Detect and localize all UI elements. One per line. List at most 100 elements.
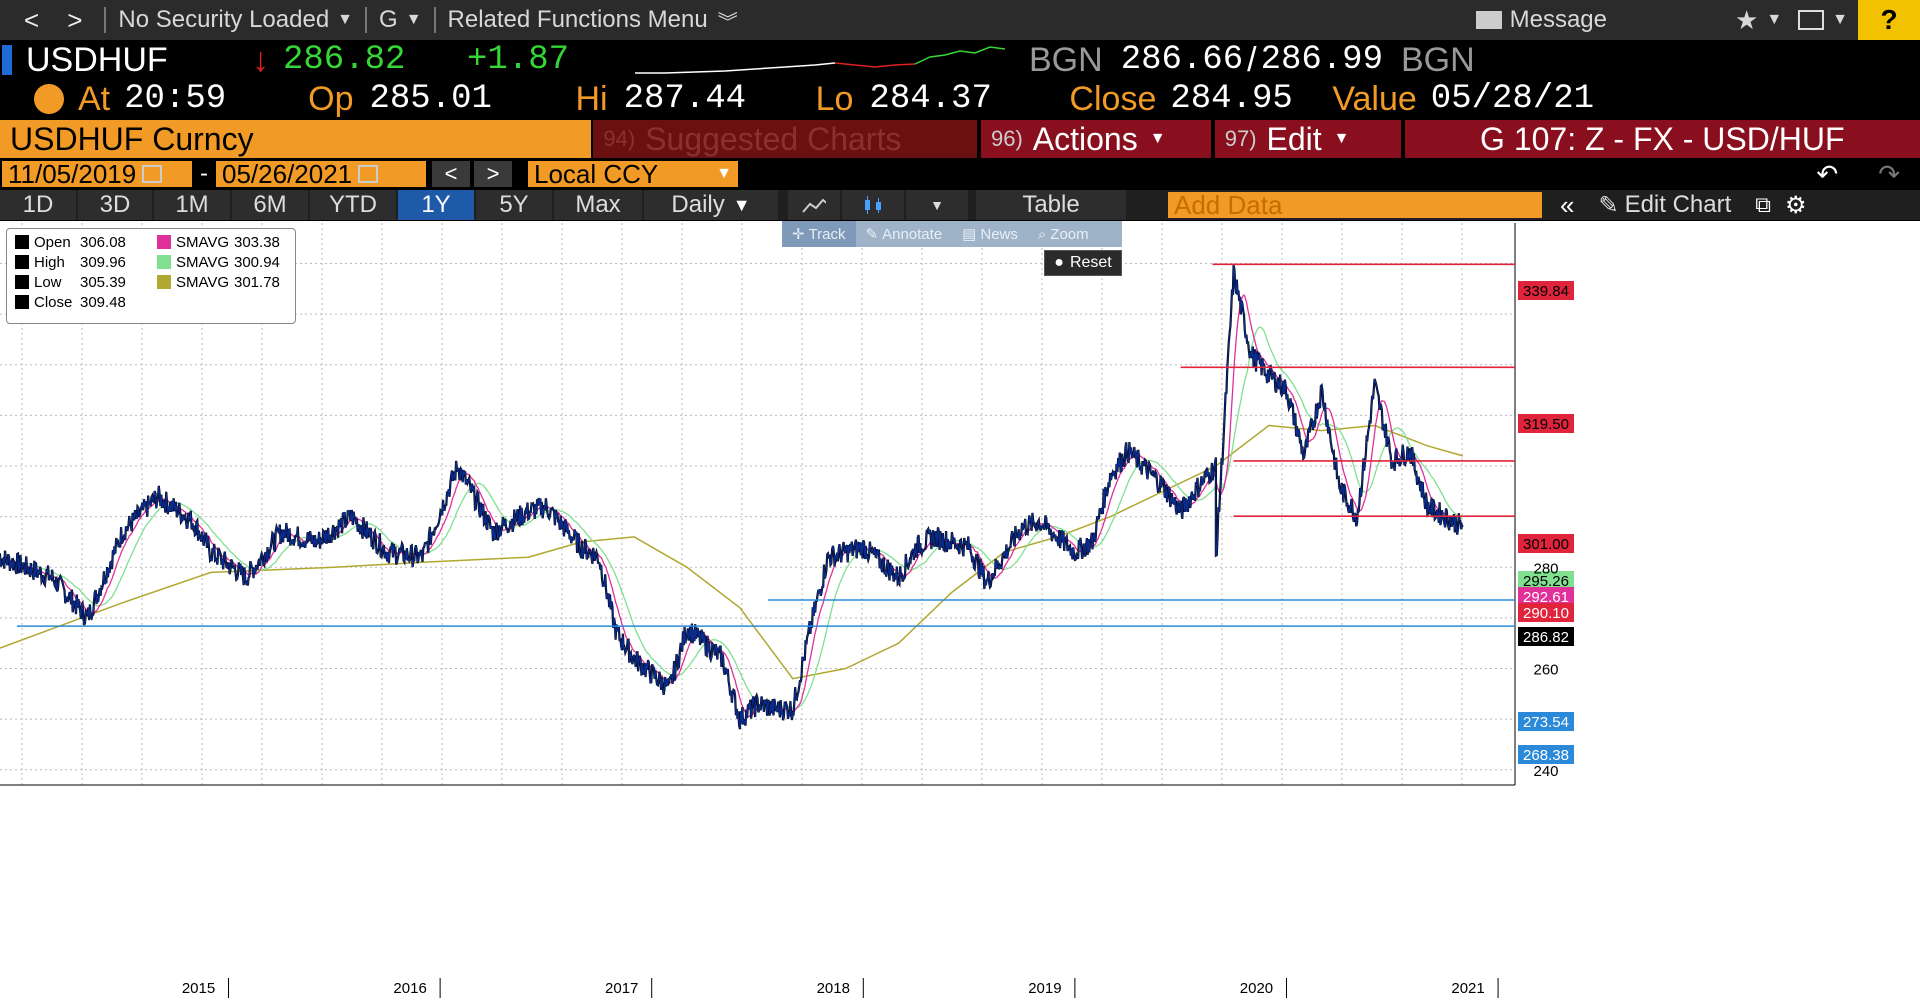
bid-ask-separator: / [1247,40,1257,79]
edit-number: 97) [1224,126,1257,151]
legend-label: High [34,253,65,271]
redo-icon[interactable]: ↷ [1878,158,1900,189]
open-price: 285.01 [369,80,492,118]
divider [365,7,368,33]
calendar-icon[interactable] [142,165,163,183]
price-tag [1518,534,1574,553]
swatch [15,275,29,289]
undo-icon[interactable]: ↶ [1816,158,1839,189]
ticker: USDHUF [26,40,168,79]
chart-id-field[interactable]: G 107: Z - FX - USD/HUF [1404,120,1920,158]
value-date: 05/28/21 [1430,80,1595,118]
track-tool[interactable]: ✛ Track [782,221,856,247]
nav-right: Message ★ ▼ ▼ ? [1475,0,1920,40]
open-label: Op [308,79,354,118]
pencil-icon: ✎ [1598,191,1619,219]
calendar-icon[interactable] [358,165,379,183]
reset-button[interactable]: ● Reset [1044,250,1122,276]
period-1y[interactable]: 1Y [398,190,474,220]
suggested-charts-button[interactable]: 94) Suggested Charts [593,120,977,158]
function-dropdown[interactable]: G ▼ [379,6,422,34]
chevron-down-icon: ▼ [732,194,751,215]
currency-dropdown[interactable]: Local CCY ▼ [528,159,738,189]
actions-button[interactable]: 96) Actions ▼ [980,120,1211,158]
period-1m[interactable]: 1M [154,190,230,220]
chevron-down-icon[interactable]: ▼ [1766,11,1783,28]
message-button[interactable]: Message [1475,6,1607,34]
legend-sma-mid: SMAVG 300.94 [157,253,280,271]
chevron-down-icon[interactable]: ▼ [1832,11,1848,28]
previous-period-button[interactable]: < [432,161,470,187]
price-line[interactable] [0,265,1464,730]
date-range-dash: - [200,160,208,187]
help-button[interactable]: ? [1858,0,1920,40]
gear-icon[interactable]: ⚙ [1785,191,1807,219]
end-date-field[interactable]: 05/26/2021 [216,158,426,189]
price-tag-label: 268.38 [1523,747,1569,764]
line-chart-type-button[interactable] [788,190,840,220]
period-ytd[interactable]: YTD [310,190,396,220]
security-dropdown[interactable]: No Security Loaded ▼ [118,6,353,34]
end-date-value: 05/26/2021 [222,158,353,189]
next-period-button[interactable]: > [474,161,512,187]
swatch [157,255,171,269]
date-range-row: 11/05/2019 - 05/26/2021 < > Local CCY ▼ … [0,158,1920,189]
price-tag-label: 301.00 [1523,536,1569,553]
y-tick-label: 240 [1533,763,1558,780]
chart-id-label: G 107: Z - FX - USD/HUF [1480,120,1845,157]
add-data-input[interactable]: Add Data [1168,190,1542,220]
candlestick-chart-type-button[interactable] [842,190,904,220]
value-label: Value [1332,79,1417,118]
news-icon: ▤ [962,226,977,243]
chevron-down-icon: ▼ [1149,130,1166,147]
quote-row-2: At 20:59 Op 285.01 Hi 287.44 Lo 284.37 C… [0,80,1920,118]
news-tool[interactable]: ▤ News [952,221,1028,247]
high-price: 287.44 [623,80,747,118]
favorite-star-icon[interactable]: ★ [1735,4,1759,35]
swatch [157,275,171,289]
period-6m[interactable]: 6M [232,190,308,220]
frequency-dropdown[interactable]: Daily ▼ [644,190,778,220]
forward-button[interactable]: > [67,4,83,35]
price-tag-label: 339.84 [1523,283,1569,300]
period-max[interactable]: Max [554,190,642,220]
window-icon[interactable] [1798,10,1825,30]
ticker-marker [2,45,12,75]
collapse-icon[interactable]: « [1560,189,1575,220]
period-5y[interactable]: 5Y [476,190,552,220]
x-tick-label: 2021 [1451,980,1484,997]
price-tag [1518,712,1574,731]
table-button[interactable]: Table [976,190,1126,220]
top-nav: < > No Security Loaded ▼ G ▼ Related Funct… [0,0,1920,40]
legend-close: Close 309.48 [15,293,126,311]
zoom-label: Zoom [1050,225,1089,243]
period-1d[interactable]: 1D [0,190,76,220]
period-3d[interactable]: 3D [78,190,152,220]
back-button[interactable]: < [24,4,40,35]
chart-edit-icon[interactable]: ⧉ [1755,192,1772,217]
start-date-field[interactable]: 11/05/2019 [2,159,192,189]
quote-row-1: USDHUF ↓ 286.82 +1.87 BGN 286.66 / 286.9… [0,40,1920,79]
low-label: Lo [815,79,854,118]
chevron-down-icon: ▼ [716,165,732,182]
actions-number: 96) [990,126,1023,151]
security-dropdown-label: No Security Loaded [118,6,330,33]
chevron-down-icon: ▼ [1333,130,1350,147]
news-label: News [980,225,1018,243]
edit-chart-button[interactable]: ✎ Edit Chart [1584,190,1745,220]
annotate-tool[interactable]: ✎ Annotate [856,221,953,247]
price-tag-label: 319.50 [1523,416,1569,433]
edit-button[interactable]: 97) Edit ▼ [1214,120,1401,158]
envelope-icon [1475,11,1502,29]
zoom-tool[interactable]: ⌕ Zoom [1028,221,1099,247]
related-functions-label: Related Functions Menu [447,6,708,33]
legend-sma-long: SMAVG 301.78 [157,273,280,291]
y-tick-label: 280 [1533,560,1558,577]
related-functions-menu[interactable]: Related Functions Menu ︾ [448,6,738,35]
chart-type-dropdown[interactable]: ▼ [906,190,968,220]
security-field[interactable]: USDHUF Curncy [0,120,592,158]
reset-label: Reset [1069,254,1112,271]
annotate-label: Annotate [882,225,943,243]
swatch [157,235,171,249]
